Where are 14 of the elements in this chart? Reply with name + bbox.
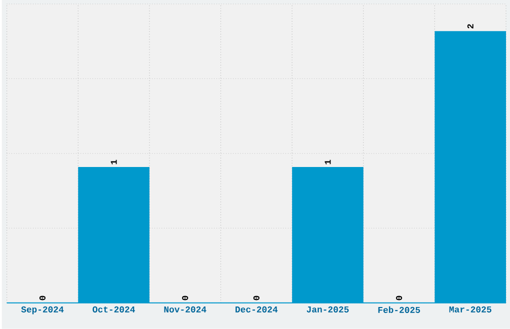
data-label: 1 (324, 160, 331, 164)
x-tick-label: Dec-2024 (236, 306, 278, 313)
data-label: 0 (396, 296, 402, 300)
x-tick-label: Feb-2025 (378, 306, 420, 314)
data-label: 1 (110, 160, 117, 164)
x-tick-label: Nov-2024 (164, 306, 206, 313)
x-tick-label: Sep-2024 (21, 306, 64, 314)
data-label: 0 (39, 296, 46, 300)
x-tick-label: Oct-2024 (92, 306, 135, 313)
data-label: 0 (253, 296, 260, 300)
x-tick-label: Jan-2025 (306, 306, 349, 313)
data-label: 2 (467, 24, 474, 29)
x-tick-label: Mar-2025 (449, 306, 492, 313)
data-label: 0 (182, 296, 188, 300)
